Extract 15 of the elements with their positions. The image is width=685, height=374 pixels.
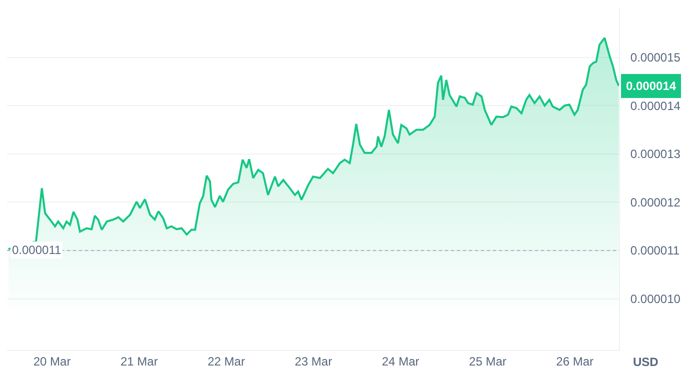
- ref-line-label: 0.000011: [12, 243, 62, 257]
- y-tick-label: 0.000012: [630, 195, 681, 210]
- x-tick-label: 20 Mar: [33, 354, 71, 368]
- y-tick-label: 0.000010: [630, 292, 681, 306]
- x-tick-label: 21 Mar: [120, 354, 158, 368]
- y-tick-label: 0.000014: [630, 98, 681, 113]
- y-tick-label: 0.000013: [630, 147, 681, 162]
- x-tick-label: 24 Mar: [382, 354, 420, 368]
- y-tick-label: 0.000011: [630, 244, 680, 258]
- x-tick-label: 22 Mar: [208, 354, 245, 368]
- y-axis-title: USD: [633, 355, 659, 369]
- x-tick-label: 23 Mar: [294, 354, 332, 368]
- x-tick-label: 26 Mar: [556, 354, 594, 368]
- x-tick-label: 25 Mar: [469, 354, 506, 368]
- y-tick-label: 0.000015: [630, 50, 681, 64]
